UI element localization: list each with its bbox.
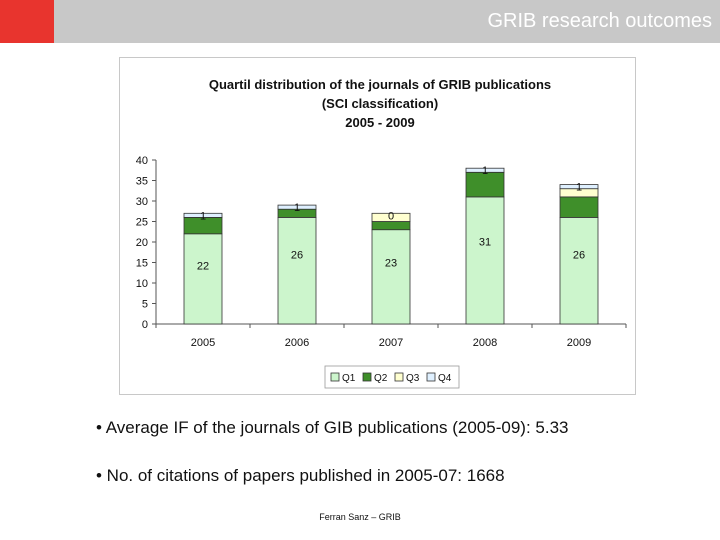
legend-box <box>324 365 460 389</box>
legend-swatch-Q2 <box>362 372 372 382</box>
bar-2008-Q4 <box>465 167 505 173</box>
x-tick-label: 2007 <box>379 337 403 349</box>
legend-swatch-Q4 <box>426 372 436 382</box>
bar-2008-Q1 <box>465 196 505 325</box>
bar-2008-Q2 <box>465 171 505 198</box>
bar-2009-Q2 <box>559 196 599 218</box>
legend-label-Q2: Q2 <box>374 373 388 384</box>
bar-2009-Q1 <box>559 216 599 325</box>
data-label: 1 <box>200 210 206 222</box>
bar-2007-Q2 <box>371 221 411 231</box>
y-tick-label: 5 <box>142 299 148 311</box>
x-tick-label: 2009 <box>567 337 591 349</box>
data-label: 22 <box>197 260 209 272</box>
slide-title: GRIB research outcomes <box>487 10 712 32</box>
accent-block <box>0 0 54 43</box>
chart-title-line-2: (SCI classification) <box>321 96 439 111</box>
x-tick-label: 2006 <box>285 337 309 349</box>
data-label: 0 <box>388 210 394 222</box>
bar-2005-Q1 <box>183 233 223 325</box>
bar-2007-Q3 <box>371 212 411 222</box>
x-tick-label: 2008 <box>473 337 497 349</box>
y-tick-label: 40 <box>136 155 148 167</box>
legend-label-Q1: Q1 <box>342 373 356 384</box>
chart-title: Quartil distribution of the journals of … <box>120 75 640 132</box>
bar-2006-Q4 <box>277 204 317 210</box>
bar-2006-Q1 <box>277 216 317 325</box>
chart-title-line-3: 2005 - 2009 <box>345 115 415 130</box>
data-label: 26 <box>573 250 585 262</box>
bullet-average-if: • Average IF of the journals of GIB publ… <box>96 418 569 437</box>
legend-swatch-Q1 <box>330 372 340 382</box>
footer-credit: Ferran Sanz – GRIB <box>319 512 401 522</box>
legend-swatch-Q3 <box>394 372 404 382</box>
x-tick-label: 2005 <box>191 337 215 349</box>
bar-2009-Q4 <box>559 184 599 190</box>
y-tick-label: 30 <box>136 196 148 208</box>
y-tick-label: 25 <box>136 217 148 229</box>
y-tick-label: 35 <box>136 176 148 188</box>
data-label: 1 <box>576 182 582 194</box>
data-label: 23 <box>385 258 397 270</box>
data-label: 31 <box>479 236 491 248</box>
chart-title-line-1: Quartil distribution of the journals of … <box>208 77 552 92</box>
y-tick-label: 20 <box>136 237 148 249</box>
legend-label-Q4: Q4 <box>438 373 452 384</box>
bar-2007-Q1 <box>371 229 411 325</box>
y-tick-label: 15 <box>136 258 148 270</box>
y-tick-label: 10 <box>136 278 148 290</box>
bullet-citations: • No. of citations of papers published i… <box>96 466 505 485</box>
chart-frame: Quartil distribution of the journals of … <box>119 57 636 395</box>
bar-2005-Q4 <box>183 212 223 218</box>
header-bar: GRIB research outcomes <box>0 0 720 43</box>
y-tick-label: 0 <box>142 319 148 331</box>
data-label: 1 <box>482 165 488 177</box>
data-label: 26 <box>291 250 303 262</box>
data-label: 1 <box>294 202 300 214</box>
legend-label-Q3: Q3 <box>406 373 420 384</box>
